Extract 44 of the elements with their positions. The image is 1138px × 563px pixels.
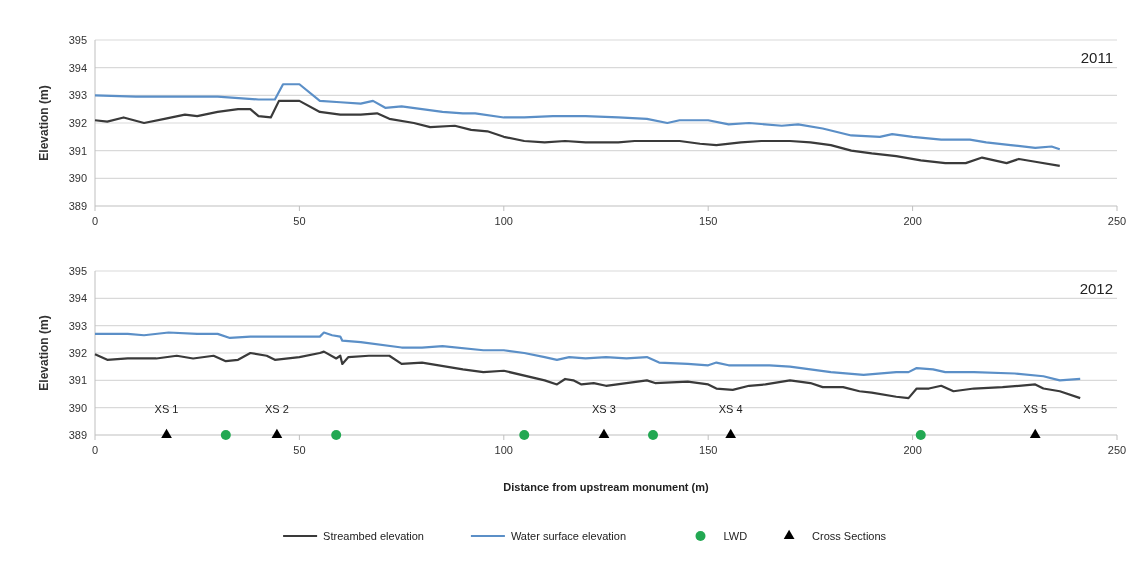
- text: 2011: [1080, 49, 1113, 66]
- legend-label: Cross Sections: [812, 530, 887, 542]
- x-tick-label: 100: [494, 444, 513, 456]
- legend-label: LWD: [723, 530, 748, 542]
- x-tick-label: 150: [699, 444, 718, 456]
- y-tick-label: 393: [68, 319, 87, 332]
- y-tick-label: 392: [68, 117, 87, 129]
- y-tick-label: 390: [68, 401, 87, 414]
- line-series: [93, 350, 1082, 400]
- data-label: XS 4: [718, 403, 743, 415]
- data-label: XS 2: [264, 403, 289, 415]
- line-series: [93, 83, 1061, 151]
- legend-label: Streambed elevation: [323, 530, 425, 542]
- line-series: [93, 331, 1082, 382]
- y-tick-label: 392: [68, 347, 87, 359]
- y-tick-label: 394: [68, 61, 87, 74]
- y-tick-label: 395: [68, 34, 87, 46]
- data-label: XS 1: [154, 403, 179, 415]
- line-series: [93, 99, 1061, 167]
- x-tick-label: 250: [1107, 215, 1127, 227]
- y-axis-title: Elevation (m): [37, 315, 51, 391]
- x-tick-label: 200: [903, 444, 922, 456]
- x-tick-label: 50: [293, 444, 306, 456]
- x-tick-label: 200: [903, 215, 922, 227]
- y-axis-title: Elevation (m): [37, 85, 51, 161]
- x-tick-label: 0: [91, 215, 99, 227]
- y-tick-label: 390: [68, 172, 87, 185]
- x-tick-label: 150: [699, 215, 718, 227]
- x-tick-label: 100: [494, 215, 513, 227]
- y-tick-label: 394: [68, 292, 87, 305]
- data-label: XS 5: [1023, 403, 1048, 415]
- text: 2012: [1079, 280, 1113, 297]
- legend-label: Water surface elevation: [510, 530, 627, 542]
- x-tick-label: 0: [91, 444, 99, 456]
- y-tick-label: 391: [68, 374, 87, 387]
- y-tick-label: 395: [68, 265, 87, 277]
- y-tick-label: 389: [68, 200, 87, 212]
- y-tick-label: 393: [68, 89, 87, 102]
- x-tick-label: 50: [293, 215, 306, 227]
- y-tick-label: 391: [68, 144, 87, 157]
- y-tick-label: 389: [68, 429, 87, 441]
- x-tick-label: 250: [1107, 444, 1127, 456]
- x-axis-title: Distance from upstream monument (m): [503, 481, 710, 493]
- data-label: XS 3: [592, 403, 616, 415]
